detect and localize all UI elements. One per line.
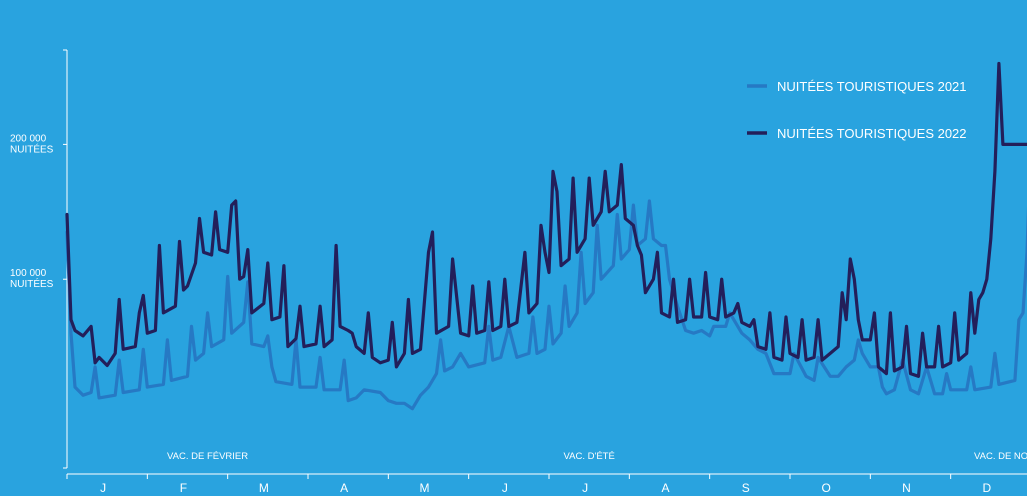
month-label: A <box>661 481 669 495</box>
series-lines <box>67 64 1027 409</box>
month-label: J <box>100 481 106 495</box>
month-label: M <box>419 481 429 495</box>
month-label: M <box>259 481 269 495</box>
y-tick-label: 100 000 NUITÉES <box>10 268 54 290</box>
legend: NUITÉES TOURISTIQUES 2021 NUITÉES TOURIST… <box>747 79 967 141</box>
series-line-1 <box>67 138 1027 409</box>
month-label: N <box>902 481 911 495</box>
month-label: F <box>180 481 187 495</box>
y-tick-label-line: NUITÉES <box>10 277 54 290</box>
month-label: J <box>502 481 508 495</box>
period-annotation: VAC. DE FÉVRIER <box>167 451 248 462</box>
month-label: S <box>742 481 750 495</box>
period-annotation: VAC. D'ÉTÉ <box>564 451 615 462</box>
month-label: A <box>340 481 348 495</box>
month-label: J <box>582 481 588 495</box>
y-tick-label-line: 100 000 <box>10 268 47 279</box>
legend-label: NUITÉES TOURISTIQUES 2021 <box>777 79 967 94</box>
y-tick-label: 200 000 NUITÉES <box>10 133 54 155</box>
period-annotation: VAC. DE NOËL <box>974 451 1027 462</box>
legend-label: NUITÉES TOURISTIQUES 2022 <box>777 126 967 141</box>
y-tick-label-line: NUITÉES <box>10 142 54 155</box>
y-tick-label-line: 200 000 <box>10 133 47 144</box>
month-label: O <box>821 481 830 495</box>
month-label: D <box>982 481 991 495</box>
axes <box>63 50 1027 479</box>
